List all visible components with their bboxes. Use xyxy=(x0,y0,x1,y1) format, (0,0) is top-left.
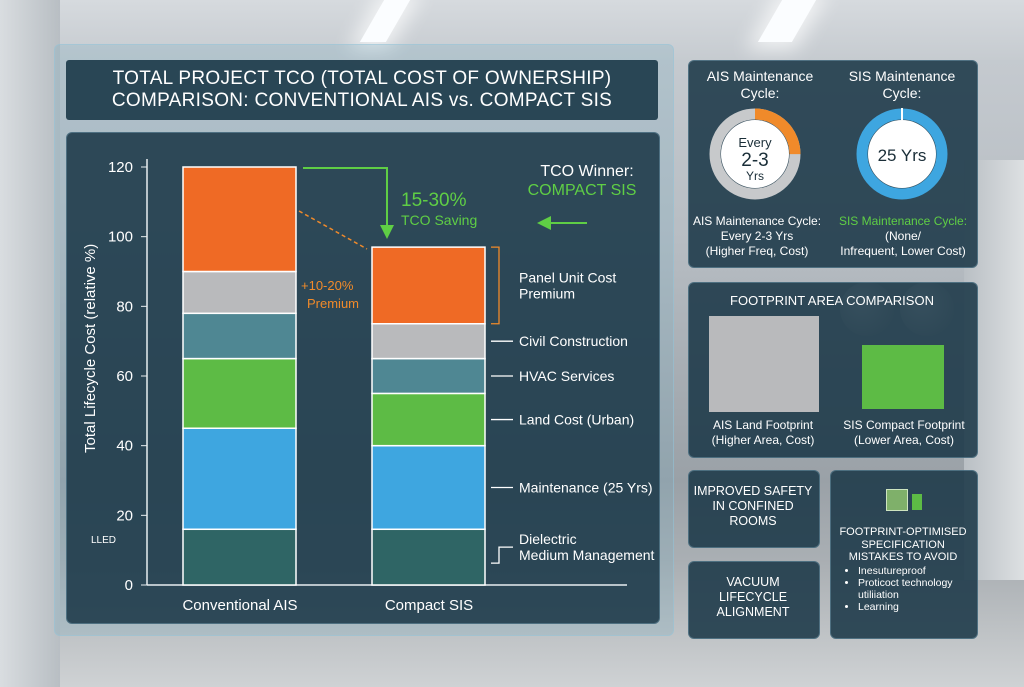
vacuum-card xyxy=(688,561,820,639)
ceiling xyxy=(0,0,1024,60)
saving-arrow xyxy=(303,167,388,233)
legend-label: Dielectric xyxy=(519,531,577,547)
mistakes-heading: FOOTPRINT-OPTIMISED SPECIFICATION MISTAK… xyxy=(830,526,976,564)
ais-cycle-caption: AIS Maintenance Cycle: Every 2-3 Yrs (Hi… xyxy=(692,214,822,259)
mistakes-item: Learning xyxy=(858,601,976,613)
y-tick-label: 120 xyxy=(108,159,133,176)
bar-segment xyxy=(371,392,486,447)
footprint-icon-small xyxy=(912,494,922,510)
vacuum-text: VACUUM LIFECYCLE ALIGNMENT xyxy=(688,575,818,620)
mistakes-item: Proticoct technology utiliiation xyxy=(858,577,976,601)
x-tick-label: Conventional AIS xyxy=(182,597,297,614)
sis-ring-text: 25 Yrs xyxy=(878,146,927,165)
bar-segment xyxy=(182,312,297,360)
mistakes-line-2: SPECIFICATION xyxy=(861,538,945,551)
bar-segment xyxy=(182,427,297,531)
bar-segment xyxy=(371,444,486,531)
y-tick-label: 40 xyxy=(116,438,133,455)
ais-footprint-line-2: (Higher Area, Cost) xyxy=(711,433,815,447)
sis-ring-center xyxy=(868,120,936,188)
chart-title: TOTAL PROJECT TCO (TOTAL COST OF OWNERSH… xyxy=(66,60,658,120)
switchgear-cabinet xyxy=(0,0,60,687)
y-tick-label: 100 xyxy=(108,229,133,246)
bar-segment xyxy=(182,357,297,429)
ais-cycle-title: AIS Maintenance Cycle: xyxy=(706,68,814,101)
legend-leader-line xyxy=(491,246,500,325)
premium-value: +10-20% xyxy=(301,278,354,293)
ais-ring-line-2: 2-3 xyxy=(741,150,768,171)
sis-cycle-ring: 25 Yrs xyxy=(856,108,948,200)
bar-segment xyxy=(371,357,486,395)
sis-caption-line-3: Infrequent, Lower Cost) xyxy=(840,244,966,258)
safety-text: IMPROVED SAFETY IN CONFINED ROOMS xyxy=(688,484,818,529)
sis-footprint-caption: SIS Compact Footprint (Lower Area, Cost) xyxy=(834,418,974,448)
ais-ring-line-3: Yrs xyxy=(746,169,764,183)
bar-segment xyxy=(371,323,486,360)
bar-segment xyxy=(371,246,486,325)
y-tick-label: 80 xyxy=(116,298,133,315)
title-line-2: COMPARISON: CONVENTIONAL AIS vs. COMPACT… xyxy=(111,90,613,111)
legend-label: Medium Management xyxy=(519,547,655,563)
saving-label: TCO Saving xyxy=(401,212,477,228)
ais-cycle-ring: Every 2-3 Yrs xyxy=(709,108,801,200)
bar-segment xyxy=(182,166,297,273)
ais-ring-line-1: Every xyxy=(738,135,772,150)
winner-label: TCO Winner: xyxy=(540,163,633,180)
winner-arrowhead xyxy=(537,216,551,230)
ais-ring-arc xyxy=(709,108,801,200)
safety-line-3: ROOMS xyxy=(729,514,777,528)
sis-footprint-line-2: (Lower Area, Cost) xyxy=(853,433,955,447)
mistakes-line-1: FOOTPRINT-OPTIMISED xyxy=(839,526,967,538)
mistakes-item: Inesutureproof xyxy=(858,565,976,577)
sis-footprint-square xyxy=(862,345,944,409)
winner-value: COMPACT SIS xyxy=(528,182,637,199)
stray-label: LLED xyxy=(91,535,116,546)
ais-caption-line-3: (Higher Freq, Cost) xyxy=(705,244,809,258)
bar-segment xyxy=(182,270,297,315)
saving-value: 15-30% xyxy=(401,190,467,211)
safety-line-1: IMPROVED SAFETY xyxy=(693,484,813,498)
chart-panel: 0 20 40 60 80 100 120 Dielectric Medium Managem… xyxy=(66,132,660,624)
y-axis-label: Total Lifecycle Cost (relative %) xyxy=(82,244,99,453)
legend-label: Land Cost (Urban) xyxy=(519,412,634,428)
sis-caption-line-1: SIS Maintenance Cycle: xyxy=(838,214,968,228)
ais-ring-center xyxy=(721,120,789,188)
vacuum-line-2: LIFECYCLE xyxy=(718,590,788,604)
y-tick-label: 60 xyxy=(116,368,133,385)
ais-footprint-square xyxy=(709,316,819,412)
premium-dashed-line xyxy=(298,210,368,250)
vacuum-line-3: ALIGNMENT xyxy=(716,605,790,619)
footprint-icon-large xyxy=(886,489,908,511)
safety-card xyxy=(688,470,820,548)
ais-footprint-line-1: AIS Land Footprint xyxy=(712,418,814,432)
sis-footprint-line-1: SIS Compact Footprint xyxy=(843,418,965,432)
x-tick-label: Compact SIS xyxy=(385,597,473,614)
legend-label: Panel Unit Cost xyxy=(519,269,616,285)
premium-label: Premium xyxy=(307,296,359,311)
sis-caption-line-2: (None/ xyxy=(884,229,922,243)
vacuum-line-1: VACUUM xyxy=(726,575,780,589)
y-tick-label: 0 xyxy=(125,577,133,594)
bar-segment xyxy=(371,528,486,586)
sis-cycle-title: SIS Maintenance Cycle: xyxy=(848,68,956,101)
footprint-title: FOOTPRINT AREA COMPARISON xyxy=(730,293,934,308)
legend-label: Maintenance (25 Yrs) xyxy=(519,479,653,495)
ais-caption-line-2: Every 2-3 Yrs xyxy=(720,229,794,243)
legend-leader-line xyxy=(491,546,513,564)
mistakes-line-3: MISTAKES TO AVOID xyxy=(848,551,958,563)
title-line-1: TOTAL PROJECT TCO (TOTAL COST OF OWNERSH… xyxy=(112,68,612,89)
legend-label: HVAC Services xyxy=(519,368,614,384)
legend-label: Civil Construction xyxy=(519,333,628,349)
safety-line-2: IN CONFINED xyxy=(712,499,794,513)
ais-caption-line-1: AIS Maintenance Cycle: xyxy=(692,214,822,228)
ais-footprint-caption: AIS Land Footprint (Higher Area, Cost) xyxy=(694,418,832,448)
sis-cycle-caption: SIS Maintenance Cycle: (None/ Infrequent… xyxy=(832,214,974,259)
y-tick-label: 20 xyxy=(116,507,133,524)
bar-segment xyxy=(182,528,297,586)
saving-arrowhead xyxy=(380,225,394,239)
legend-label: Premium xyxy=(519,285,575,301)
mistakes-list: Inesutureproof Proticoct technology util… xyxy=(846,565,976,613)
